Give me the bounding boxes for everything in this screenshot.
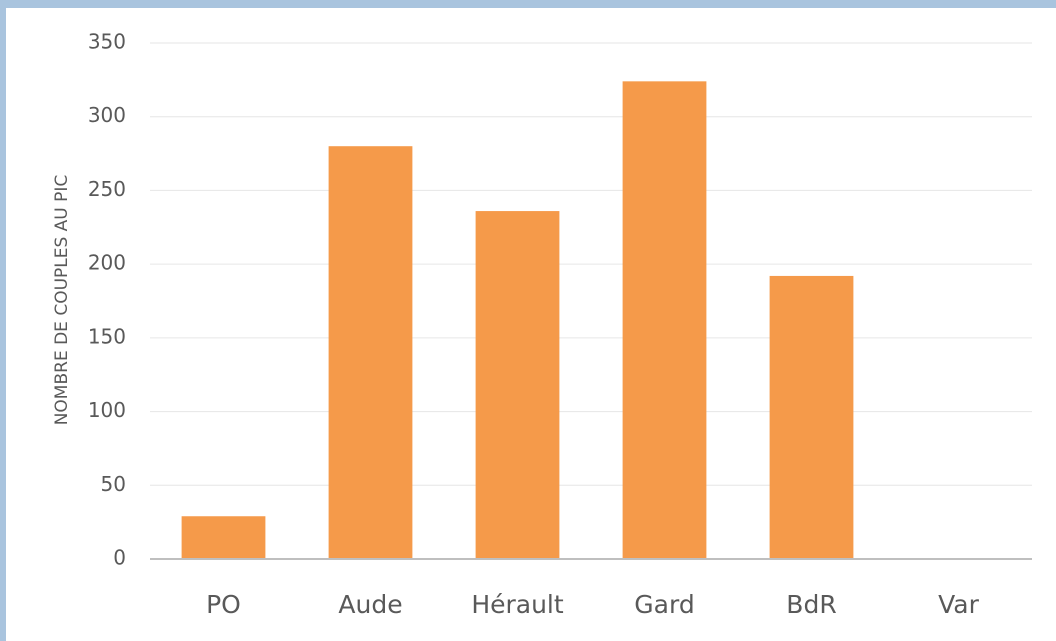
y-tick-label: 250 xyxy=(88,177,126,201)
bar xyxy=(622,81,707,560)
bar xyxy=(475,211,560,559)
y-tick-label: 150 xyxy=(88,324,126,348)
x-tick-label: Var xyxy=(938,590,979,619)
bar xyxy=(769,275,854,559)
x-tick-label: BdR xyxy=(786,590,836,619)
x-tick-label: Gard xyxy=(634,590,694,619)
y-tick-label: 300 xyxy=(88,103,126,127)
x-tick-label: PO xyxy=(206,590,241,619)
bar xyxy=(181,516,266,559)
y-tick-label: 200 xyxy=(88,251,126,275)
y-tick-label: 100 xyxy=(88,398,126,422)
y-tick-label: 0 xyxy=(113,546,126,570)
y-tick-label: 50 xyxy=(101,472,126,496)
y-axis-label: NOMBRE DE COUPLES AU PIC xyxy=(52,175,72,426)
y-tick-label: 350 xyxy=(88,30,126,54)
bar xyxy=(328,146,413,559)
x-tick-label: Aude xyxy=(338,590,402,619)
x-tick-label: Hérault xyxy=(471,590,564,619)
